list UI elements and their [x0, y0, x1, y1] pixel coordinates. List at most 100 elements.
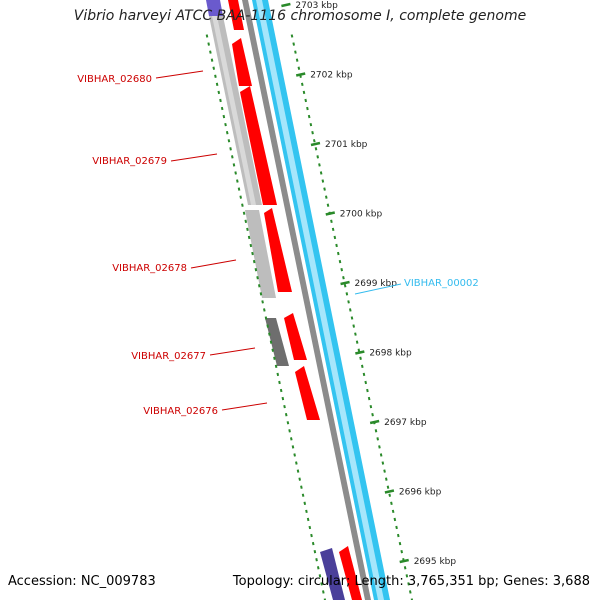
axis-dash [348, 308, 352, 312]
axis-dash [246, 227, 249, 232]
axis-dash [321, 179, 325, 183]
axis-dash [294, 50, 297, 54]
axis-dash [274, 364, 278, 369]
axis-dash [227, 139, 231, 143]
axis-dash [249, 243, 253, 248]
axis-dash [307, 114, 311, 119]
gene-arrow [295, 366, 320, 420]
gene-leader-line [221, 402, 268, 411]
axis-dash [312, 139, 316, 143]
axis-dash [367, 396, 371, 401]
axis-dash [244, 219, 248, 223]
axis-dash [306, 517, 310, 522]
axis-dash [268, 332, 271, 336]
axis-dash [362, 372, 366, 377]
axis-dash [234, 171, 237, 175]
gene-leader-line [354, 283, 402, 295]
axis-dash [316, 566, 320, 570]
tick-label: 2697 kbp [384, 418, 427, 428]
axis-dash [354, 332, 357, 336]
axis-dash [400, 549, 404, 554]
axis-dash [214, 74, 217, 78]
axis-dash [364, 380, 368, 385]
axis-dash [330, 219, 333, 223]
axis-dash [266, 324, 269, 328]
map-title: Vibrio harveyi ATCC BAA-1116 chromosome … [73, 8, 527, 24]
axis-dash [297, 66, 301, 70]
axis-dash [269, 340, 273, 344]
axis-dash [293, 453, 296, 457]
axis-dash [302, 90, 306, 95]
gene-block [320, 548, 345, 600]
axis-dash [336, 251, 340, 256]
axis-dash [323, 598, 327, 600]
axis-dash [254, 267, 258, 272]
axis-dash [257, 284, 261, 288]
gene-block [265, 318, 289, 366]
tick-label: 2699 kbp [355, 279, 398, 289]
axis-dash [407, 582, 410, 586]
axis-dash [384, 477, 388, 481]
axis-dash [342, 276, 345, 280]
axis-dash [292, 42, 296, 46]
gene-arrow [339, 546, 362, 600]
axis-dash [333, 235, 337, 240]
axis-dash [209, 50, 212, 54]
axis-dashes [205, 34, 414, 600]
axis-dash [310, 533, 313, 538]
backbone-bands [242, 0, 390, 600]
axis-dash [316, 155, 320, 159]
axis-dash [343, 284, 347, 288]
axis-dash [296, 469, 300, 473]
axis-dash [388, 493, 392, 497]
gene-arrow [284, 313, 307, 360]
axis-dash [393, 517, 397, 522]
axis-dash [335, 243, 338, 248]
axis-dash [350, 316, 354, 320]
axis-dash [291, 445, 295, 449]
axis-dash [381, 461, 385, 465]
axis-dash [322, 590, 325, 594]
axis-dash [278, 380, 281, 385]
axis-dash [232, 163, 236, 167]
axis-dash [271, 348, 275, 352]
axis-dash [225, 131, 229, 135]
tick-label: 2700 kbp [340, 210, 383, 220]
gene-label: VIBHAR_02676 [143, 406, 218, 417]
axis-dash [390, 501, 393, 505]
axis-dash [236, 179, 239, 183]
axis-dash [326, 203, 330, 207]
tick-mark [310, 141, 321, 147]
gene-arrow [228, 0, 244, 30]
axis-dash [378, 445, 381, 449]
axis-dash [311, 131, 314, 135]
axis-dash [300, 485, 303, 489]
tick-mark [384, 489, 395, 494]
axis-dash [301, 493, 305, 497]
axis-dash [319, 171, 323, 175]
axis-dash [352, 324, 356, 328]
genome-summary: Topology: circular; Length: 3,765,351 bp… [232, 574, 590, 589]
tick-mark [340, 280, 350, 286]
axis-dash [263, 308, 266, 312]
gene-label: VIBHAR_02677 [131, 351, 206, 362]
tick-mark [281, 2, 291, 8]
gene-leader-line [190, 259, 237, 269]
axis-dash [215, 82, 219, 87]
axis-dash [290, 34, 294, 38]
axis-dash [247, 235, 251, 240]
axis-dash [371, 413, 374, 417]
axis-dash [395, 525, 398, 530]
axis-dash [347, 300, 350, 304]
axis-dash [259, 292, 263, 296]
gene-arrow [232, 38, 252, 86]
tick-label: 2698 kbp [369, 349, 412, 359]
axis-dash [276, 372, 280, 377]
backbone-line [242, 0, 371, 600]
axis-dash [396, 533, 400, 538]
axis-dash [237, 187, 241, 191]
tick-label: 2701 kbp [325, 140, 368, 150]
tick-mark [399, 558, 409, 564]
axis-dash [323, 187, 326, 191]
axis-dash [303, 501, 307, 505]
